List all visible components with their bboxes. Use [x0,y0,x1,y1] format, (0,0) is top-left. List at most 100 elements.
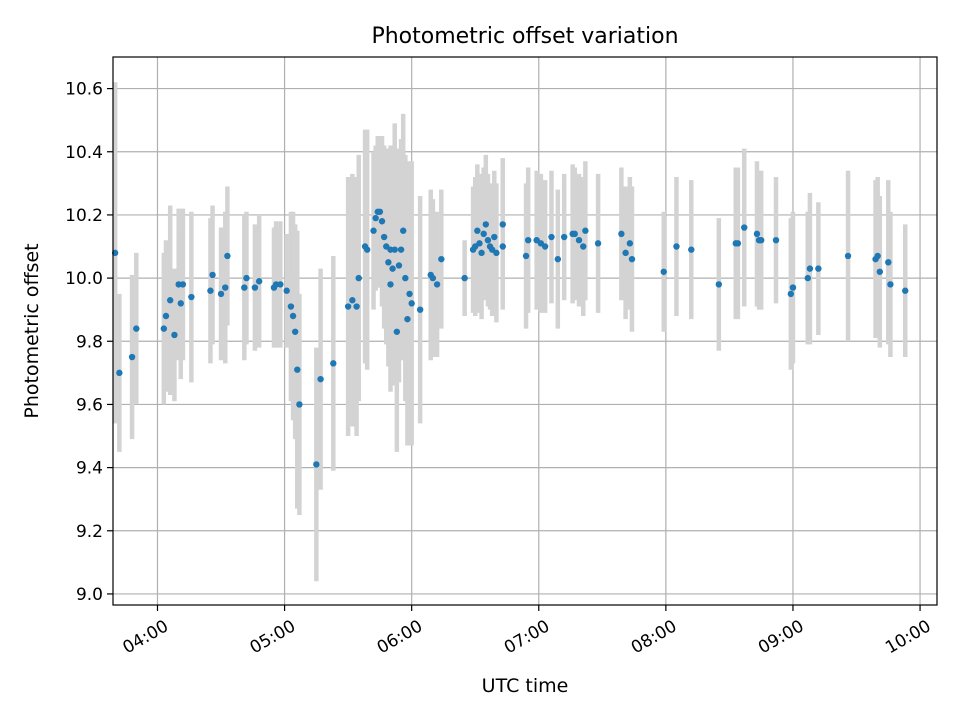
data-point [575,236,583,244]
data-point [380,233,388,241]
data-point [902,287,909,294]
data-point [461,274,468,282]
x-axis-label: UTC time [482,675,569,697]
data-point [296,401,303,408]
data-point [385,259,392,266]
data-point [177,300,184,307]
data-point [344,303,352,310]
data-point [363,246,371,253]
data-point [209,271,216,279]
data-point [188,293,195,301]
data-point [277,281,284,288]
data-point [162,312,170,320]
data-point [313,461,320,468]
data-point [433,281,441,288]
data-point [395,262,403,269]
data-point [478,249,485,257]
data-point [406,290,413,298]
data-point [393,328,401,335]
data-point [222,284,229,291]
data-point [480,230,487,238]
data-point [387,281,394,288]
data-point [116,369,123,377]
data-point [626,240,634,247]
data-point [416,306,424,313]
data-point [476,240,483,247]
data-point [618,230,625,238]
data-point [499,243,506,250]
y-axis-label: Photometric offset [21,243,43,418]
data-point [582,227,589,234]
data-point [688,246,695,253]
data-point [243,274,250,282]
data-point [291,328,299,335]
data-point [524,236,532,244]
y-tick-label: 10.4 [65,143,103,163]
data-point [400,227,407,234]
data-point [283,287,290,294]
data-point [673,243,680,250]
data-point [438,255,445,263]
data-point [376,208,384,215]
data-point [660,268,667,275]
data-point [482,221,490,228]
y-tick-label: 9.4 [76,459,103,479]
data-point [160,325,168,332]
data-point [594,240,602,247]
data-point [389,265,396,272]
data-point [241,284,248,291]
data-point [628,255,636,263]
data-point [429,274,437,282]
data-point [474,227,481,234]
data-point [580,243,587,250]
data-point [330,360,337,367]
data-point [491,233,498,241]
data-point [133,325,140,332]
data-point [287,303,295,310]
data-point [317,375,324,383]
data-point [402,274,409,282]
data-point [166,297,174,304]
data-point [753,230,761,238]
data-point [844,252,852,260]
data-point [874,252,881,260]
data-point [207,287,214,294]
data-point [397,246,405,253]
data-points [111,208,909,468]
data-point [289,312,297,320]
data-point [408,300,415,307]
data-point [876,268,884,275]
data-point [741,224,748,231]
data-point [804,274,811,282]
data-point [493,249,500,257]
data-point [541,243,549,250]
data-point [484,236,492,244]
data-point [224,252,231,260]
data-point [378,218,386,225]
data-point [560,233,568,241]
data-point [522,252,530,260]
data-point [355,274,362,282]
data-point [353,303,360,310]
chart-title: Photometric offset variation [371,24,678,49]
data-point [548,233,555,241]
data-point [622,249,629,257]
data-point [885,259,892,266]
y-tick-label: 9.8 [76,332,103,352]
data-point [789,284,797,291]
data-point [128,353,136,361]
y-tick-label: 10.2 [65,206,103,226]
y-tick-label: 10.6 [65,80,103,100]
y-tick-label: 9.0 [76,585,103,605]
y-tick-label: 9.6 [76,395,103,415]
y-tick-label: 9.2 [76,522,103,542]
plot-frame [112,56,938,606]
data-point [370,227,377,234]
data-point [806,265,814,272]
data-point [391,246,398,253]
data-point [815,265,822,272]
data-point [554,255,562,263]
data-point [179,281,187,288]
data-point [887,281,894,288]
